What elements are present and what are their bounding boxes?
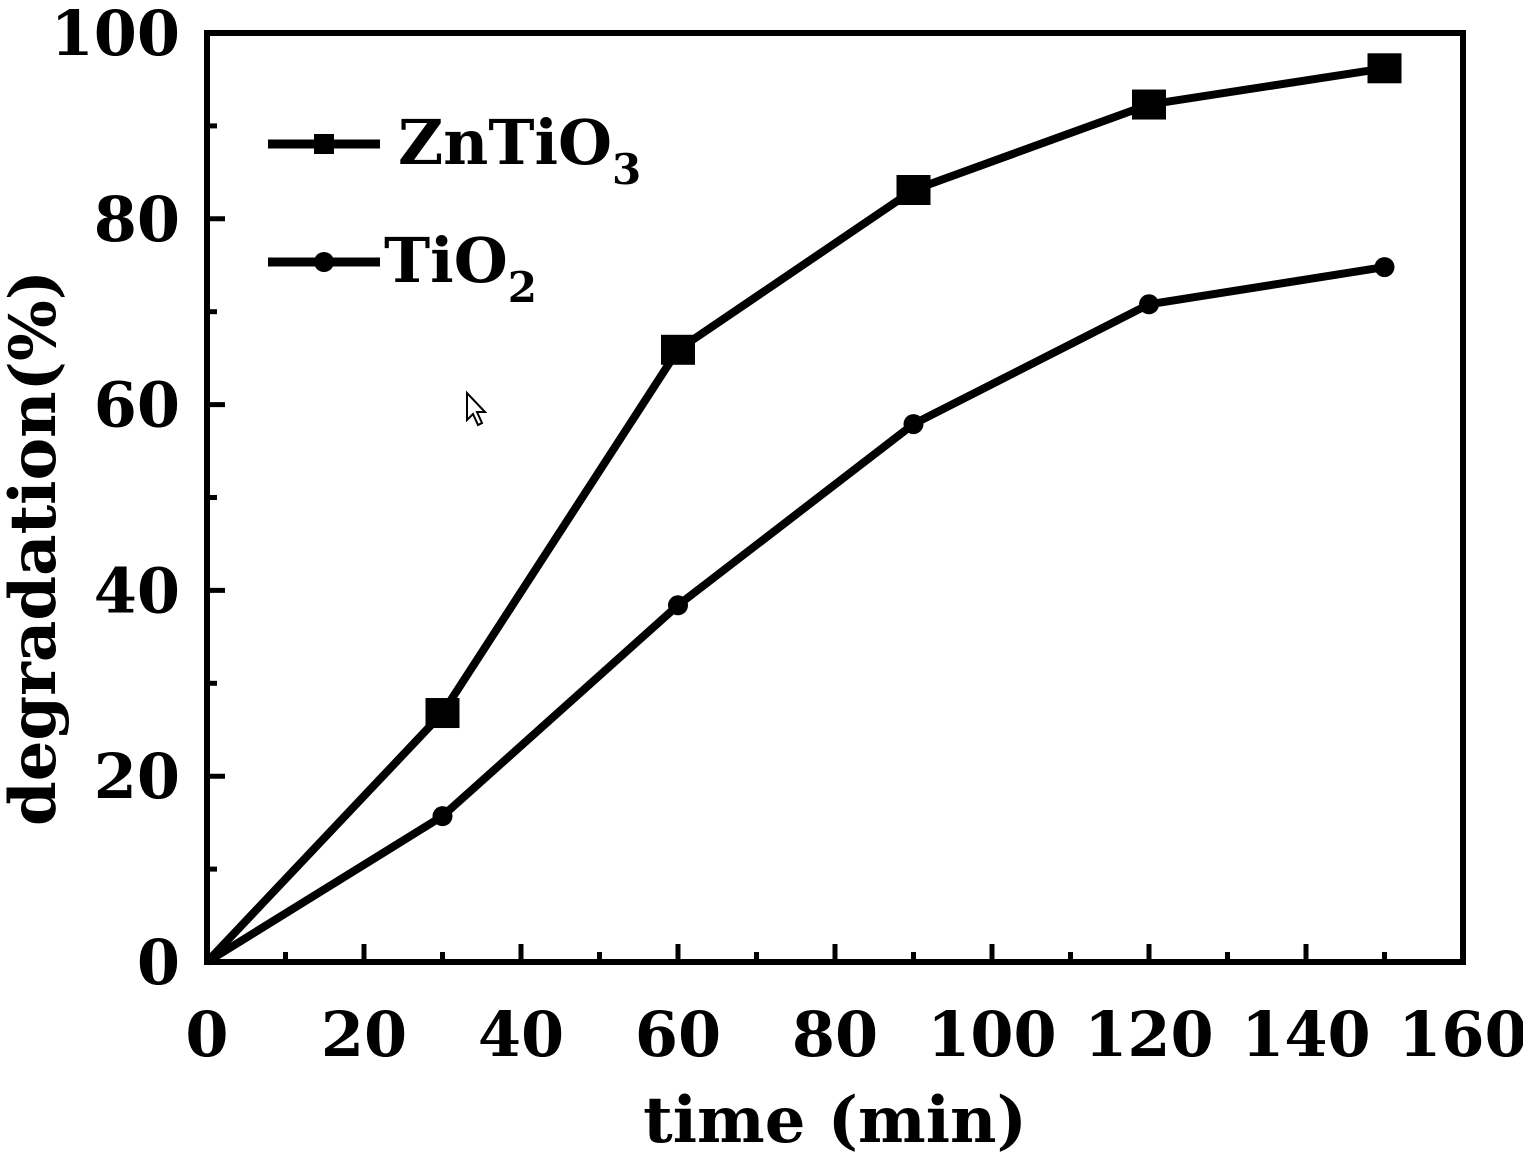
x-tick-label: 60	[635, 998, 721, 1071]
y-tick-label: 80	[94, 183, 180, 256]
series-line-1	[204, 263, 1386, 966]
y-tick-label: 0	[137, 926, 180, 999]
legend-label-znTiO3: ZnTiO3	[398, 106, 641, 194]
data-point-circle	[903, 414, 924, 435]
data-point-square	[661, 334, 695, 365]
legend-item-znTiO3: ZnTiO3	[268, 106, 641, 194]
data-point-square	[896, 175, 931, 206]
data-point-circle	[668, 595, 688, 616]
data-point-circle	[1139, 294, 1159, 315]
x-tick-label: 40	[478, 998, 564, 1071]
data-point-circle	[432, 806, 453, 827]
x-tick-label: 80	[792, 998, 878, 1071]
mouse-cursor-icon	[466, 390, 488, 427]
y-tick-label: 60	[94, 369, 180, 442]
legend-label-tio2-sub: 2	[508, 263, 537, 312]
x-tick-label: 120	[1084, 998, 1213, 1071]
legend-marker-znTiO3	[314, 134, 334, 154]
x-axis-title: time (min)	[643, 1083, 1027, 1158]
data-point-square	[425, 698, 460, 729]
legend: ZnTiO3 TiO2	[268, 106, 641, 312]
y-tick-label: 100	[51, 0, 180, 70]
legend-item-tio2: TiO2	[268, 224, 537, 312]
legend-label-tio2: TiO2	[384, 224, 537, 312]
legend-marker-tio2	[314, 252, 334, 272]
x-tick-label: 0	[185, 998, 228, 1071]
series-layer	[204, 53, 1402, 966]
axis-ticks	[204, 30, 1466, 965]
plot-frame	[204, 30, 1466, 965]
series-line-0	[204, 64, 1386, 965]
legend-label-znTiO3-sub: 3	[612, 145, 641, 194]
x-tick-label: 20	[321, 998, 407, 1071]
legend-label-tio2-base: TiO	[384, 224, 508, 297]
x-tick-label: 100	[927, 998, 1056, 1071]
x-tick-label: 140	[1241, 998, 1370, 1071]
y-tick-label: 20	[94, 740, 180, 813]
y-axis-title: degradation(%)	[0, 270, 71, 826]
legend-label-znTiO3-base: ZnTiO	[398, 106, 612, 179]
x-tick-label: 160	[1398, 998, 1523, 1071]
y-tick-label: 40	[94, 554, 180, 627]
data-point-square	[1367, 53, 1402, 84]
data-point-square	[1132, 89, 1166, 120]
tick-labels: 0 20 40 60 80 100 120 140 160 0 20 40 60 80 100	[51, 0, 1523, 1071]
data-point-circle	[1374, 257, 1395, 278]
